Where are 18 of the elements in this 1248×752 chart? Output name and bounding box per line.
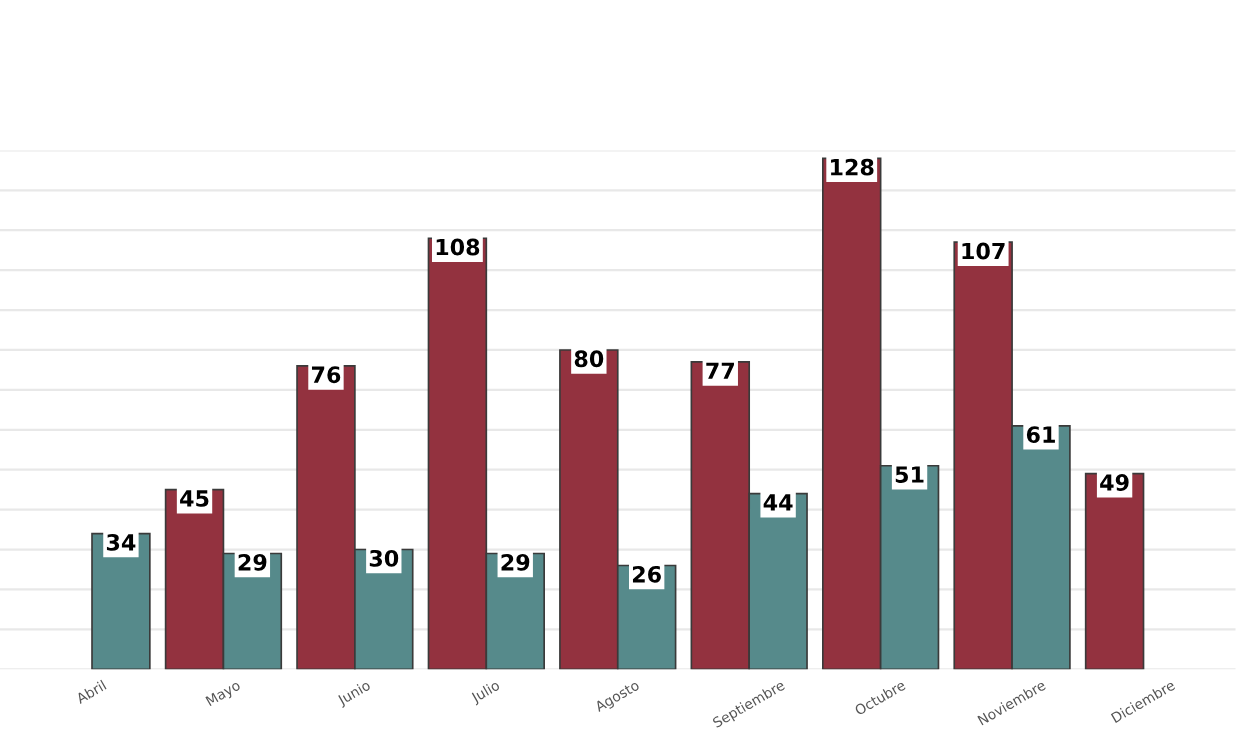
bar	[1084, 472, 1145, 670]
data-label: 61	[1026, 426, 1055, 444]
data-label: 76	[311, 366, 341, 384]
data-label: 30	[369, 549, 399, 567]
data-label: 44	[763, 494, 793, 511]
bar	[91, 532, 151, 670]
data-label: 108	[436, 238, 480, 256]
data-label: 51	[895, 466, 924, 483]
data-label: 107	[962, 242, 1005, 260]
data-label: 29	[501, 553, 530, 571]
data-label: 49	[1100, 474, 1129, 491]
data-label: 29	[238, 553, 267, 571]
data-label: 77	[706, 362, 734, 379]
data-label: 34	[106, 533, 136, 551]
data-label: 80	[574, 350, 604, 368]
data-label: 26	[632, 565, 661, 583]
data-label: 128	[831, 158, 874, 176]
data-label: 45	[180, 490, 209, 507]
